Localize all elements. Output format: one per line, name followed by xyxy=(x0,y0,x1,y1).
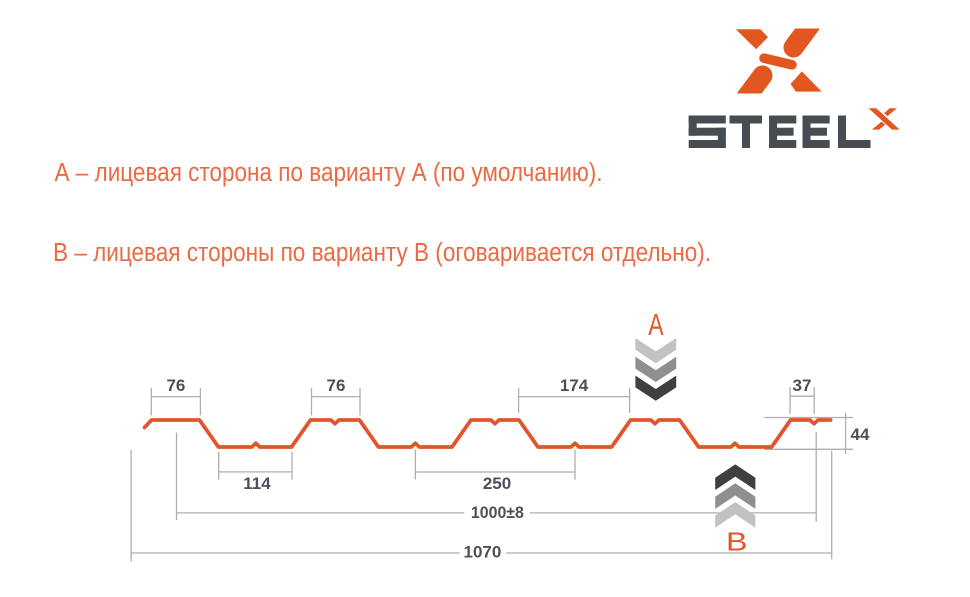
svg-text:76: 76 xyxy=(327,376,346,395)
svg-text:250: 250 xyxy=(483,474,511,493)
svg-text:37: 37 xyxy=(793,376,812,395)
svg-text:174: 174 xyxy=(560,376,589,395)
svg-text:1070: 1070 xyxy=(463,543,501,562)
svg-text:А: А xyxy=(648,308,664,342)
svg-text:В: В xyxy=(726,527,748,556)
svg-text:В – лицевая стороны по вариант: В – лицевая стороны по варианту В (огова… xyxy=(53,239,711,267)
svg-text:114: 114 xyxy=(243,474,271,493)
svg-text:76: 76 xyxy=(166,376,185,395)
svg-text:1000±8: 1000±8 xyxy=(471,503,524,522)
svg-text:А – лицевая сторона по вариант: А – лицевая сторона по варианту А (по ум… xyxy=(55,159,603,187)
svg-text:44: 44 xyxy=(851,425,870,444)
